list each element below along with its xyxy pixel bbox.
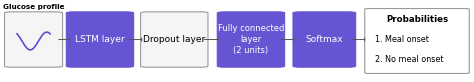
FancyBboxPatch shape	[217, 12, 284, 67]
FancyBboxPatch shape	[293, 12, 356, 67]
Text: Glucose profile: Glucose profile	[3, 4, 64, 10]
Text: Softmax: Softmax	[306, 35, 343, 44]
FancyBboxPatch shape	[5, 12, 63, 67]
Text: 1. Meal onset: 1. Meal onset	[375, 35, 429, 44]
Text: 2. No meal onset: 2. No meal onset	[375, 55, 444, 64]
FancyBboxPatch shape	[66, 12, 134, 67]
FancyBboxPatch shape	[365, 9, 469, 73]
Text: Dropout layer: Dropout layer	[143, 35, 205, 44]
Text: LSTM layer: LSTM layer	[75, 35, 125, 44]
Text: Fully connected
layer
(2 units): Fully connected layer (2 units)	[218, 24, 284, 55]
FancyBboxPatch shape	[141, 12, 208, 67]
Text: Probabilities: Probabilities	[386, 15, 448, 24]
